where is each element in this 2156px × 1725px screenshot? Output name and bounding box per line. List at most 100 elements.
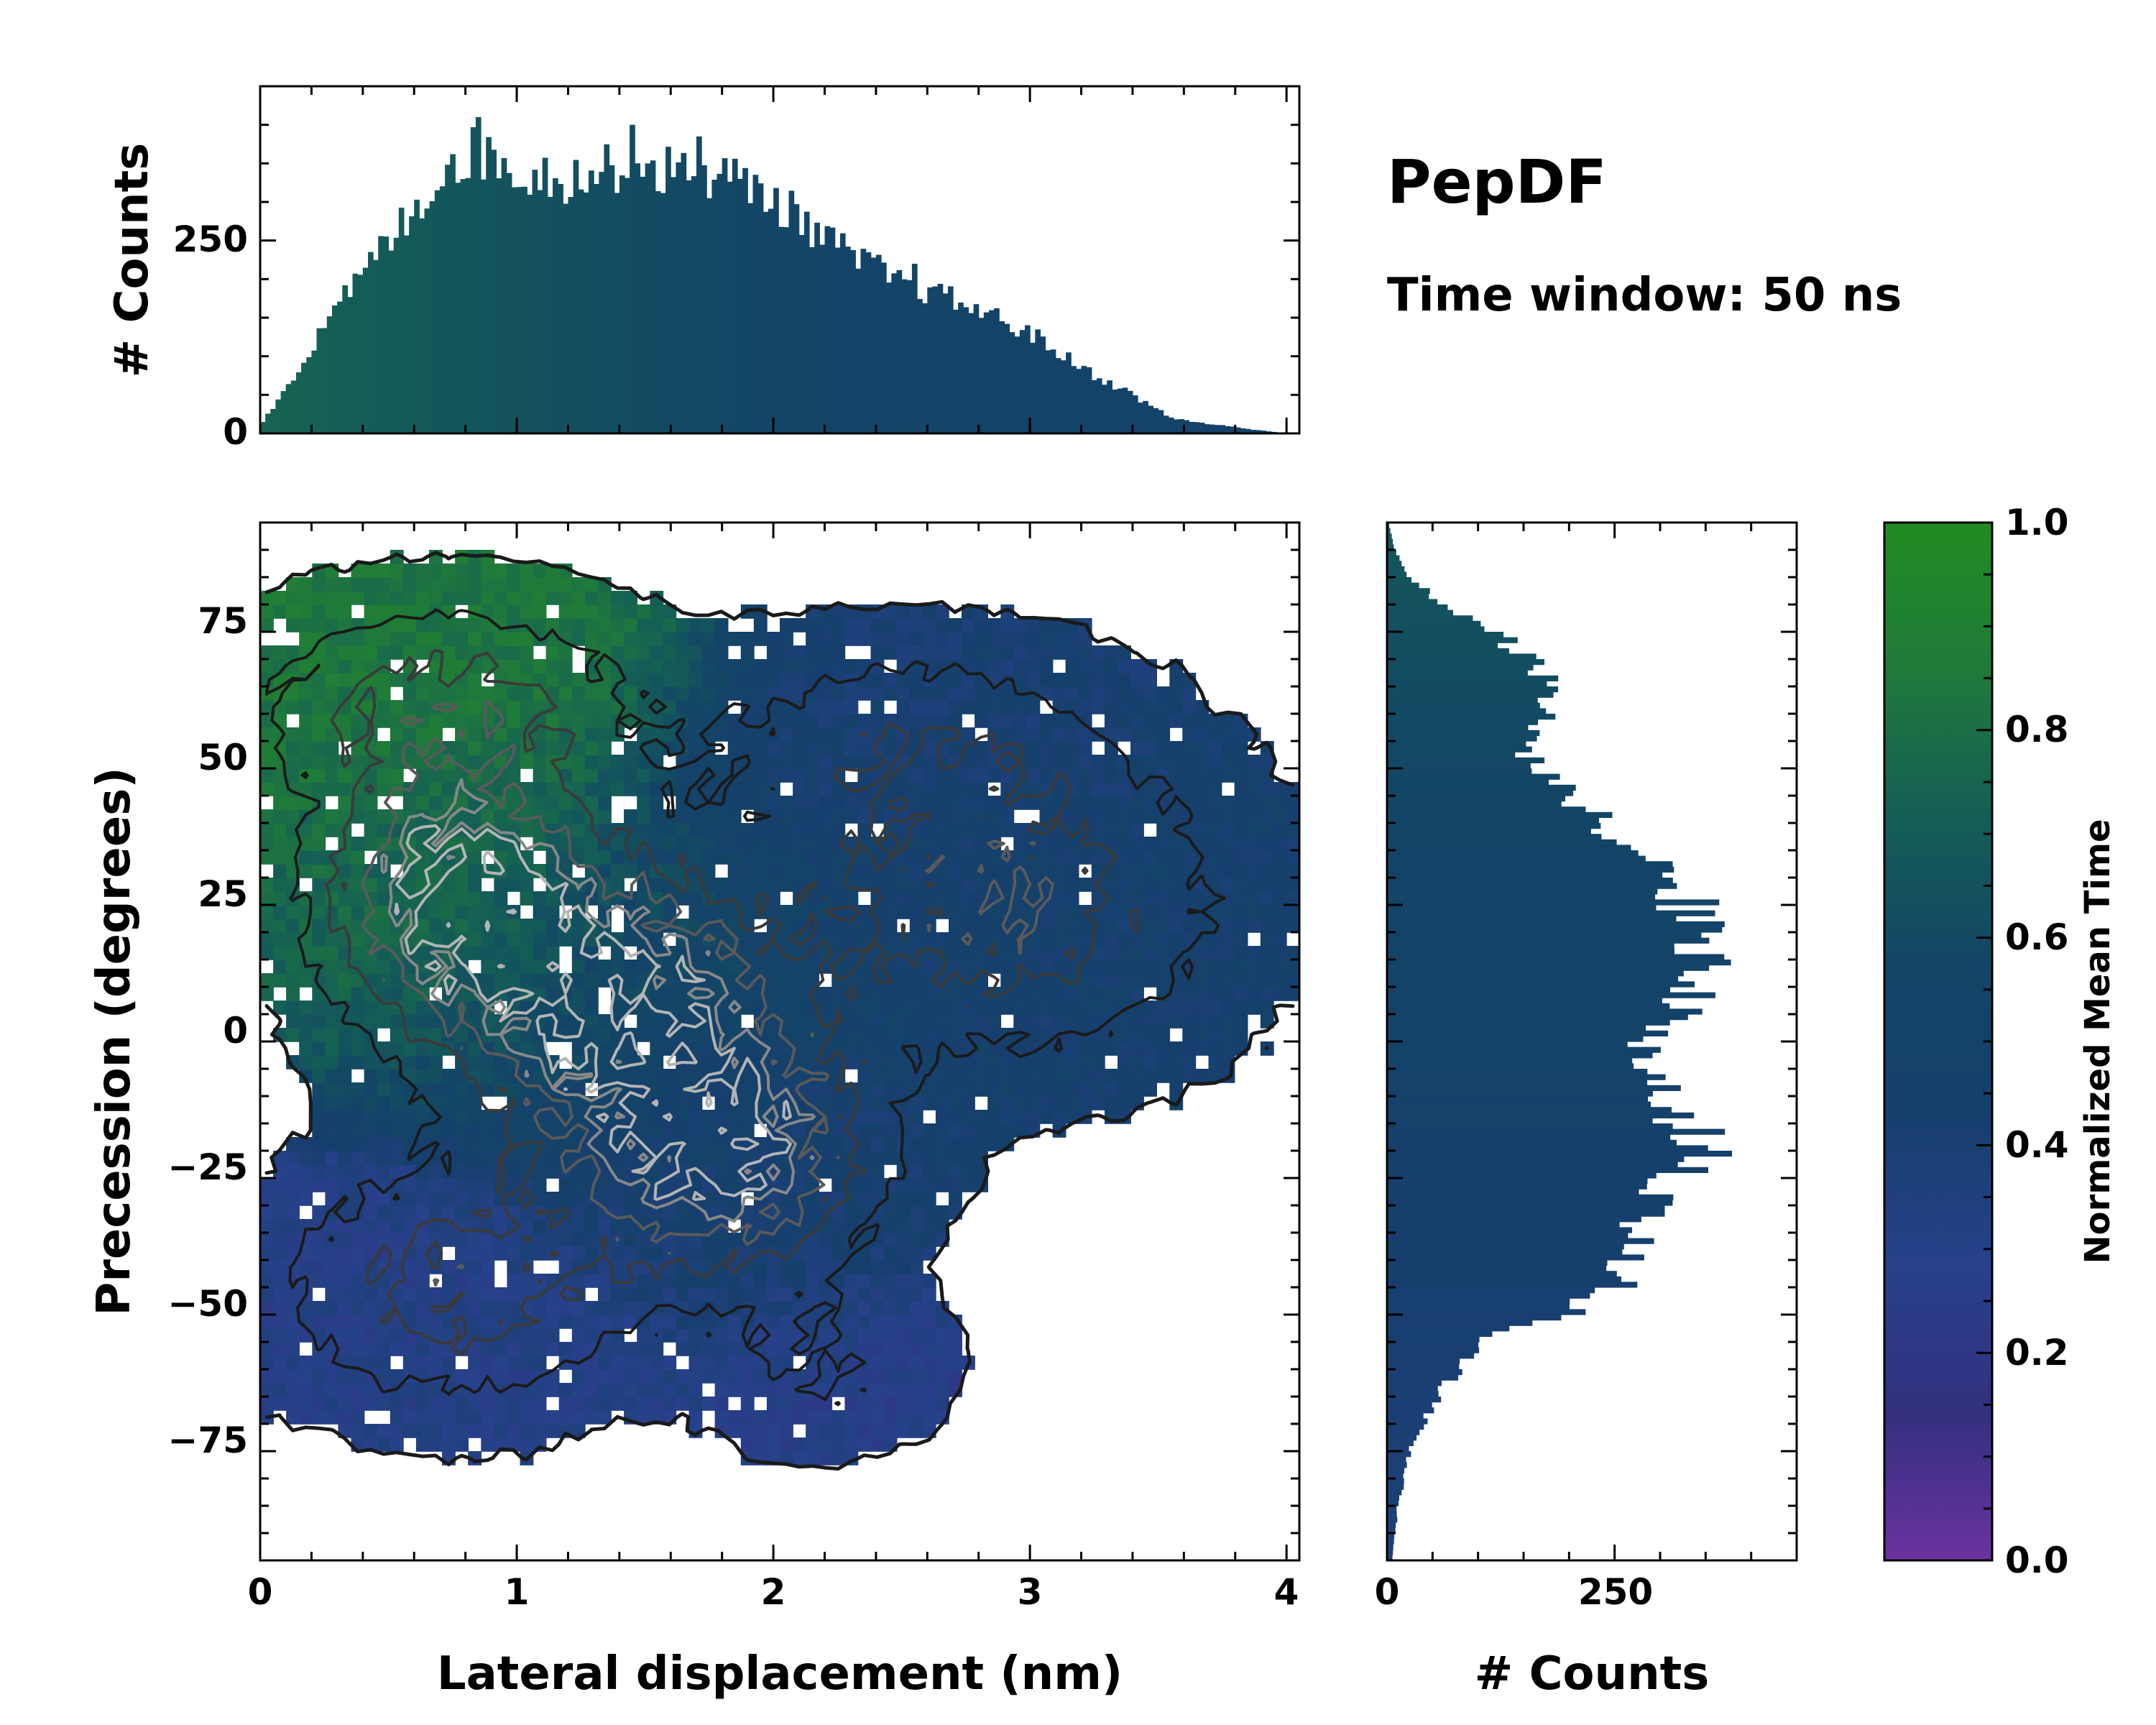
right-histogram-bar: [1387, 702, 1540, 709]
heatmap-cell: [727, 659, 742, 673]
heatmap-cell: [312, 919, 326, 933]
heatmap-cell: [727, 1164, 742, 1179]
heatmap-cell: [1182, 891, 1197, 906]
heatmap-cell: [714, 727, 729, 742]
heatmap-cell: [1052, 932, 1067, 947]
heatmap-cell: [338, 1205, 352, 1220]
heatmap-cell: [831, 1342, 846, 1356]
heatmap-cell: [468, 1164, 482, 1179]
heatmap-cell: [429, 796, 443, 810]
heatmap-cell: [650, 1205, 664, 1220]
heatmap-cell: [260, 1342, 274, 1356]
heatmap-cell: [364, 1110, 378, 1124]
heatmap-cell: [819, 618, 833, 632]
heatmap-cell: [650, 673, 664, 687]
heatmap-cell: [611, 1246, 625, 1261]
heatmap-cell: [545, 1137, 560, 1151]
heatmap-cell: [1118, 686, 1131, 701]
heatmap-cell: [1208, 973, 1222, 988]
heatmap-cell: [481, 1287, 495, 1302]
heatmap-cell: [922, 768, 936, 783]
heatmap-cell: [1286, 946, 1299, 960]
heatmap-cell: [1039, 1014, 1054, 1029]
top-histogram-bar: [845, 247, 851, 433]
heatmap-cell: [325, 768, 339, 783]
heatmap-cell: [442, 1137, 456, 1151]
right-histogram-bar: [1387, 681, 1547, 687]
heatmap-cell: [1208, 1000, 1222, 1015]
heatmap-cell: [1104, 755, 1118, 769]
heatmap-cell: [402, 987, 417, 1001]
heatmap-cell: [870, 1123, 885, 1138]
heatmap-cell: [780, 659, 793, 673]
heatmap-cell: [571, 973, 586, 988]
heatmap-cell: [650, 1123, 664, 1138]
right-histogram-bar: [1387, 615, 1473, 622]
heatmap-cell: [1052, 960, 1067, 974]
heatmap-cell: [1118, 823, 1131, 837]
heatmap-cell: [545, 1410, 560, 1425]
heatmap-cell: [624, 1369, 637, 1384]
heatmap-cell: [390, 1219, 404, 1233]
heatmap-cell: [1104, 645, 1118, 660]
right-histogram-bar: [1387, 653, 1537, 660]
heatmap-cell: [598, 1397, 612, 1411]
top-histogram-bar: [793, 204, 800, 433]
heatmap-cell: [312, 1397, 326, 1411]
heatmap-cell: [883, 1123, 898, 1138]
heatmap-cell: [312, 878, 326, 892]
heatmap-cell: [831, 1260, 846, 1274]
heatmap-cell: [637, 659, 651, 673]
heatmap-cell: [701, 809, 716, 824]
heatmap-cell: [273, 1356, 287, 1370]
heatmap-cell: [1247, 837, 1261, 851]
heatmap-cell: [909, 891, 923, 906]
heatmap-cell: [377, 1328, 391, 1343]
heatmap-cell: [1130, 809, 1144, 824]
heatmap-cell: [701, 1246, 716, 1261]
heatmap-cell: [727, 809, 742, 824]
heatmap-cell: [1118, 1096, 1131, 1110]
heatmap-cell: [545, 1123, 560, 1138]
heatmap-cell: [1208, 768, 1222, 783]
heatmap-cell: [857, 960, 872, 974]
heatmap-cell: [545, 891, 560, 906]
heatmap-cell: [1234, 796, 1248, 810]
heatmap-cell: [533, 604, 547, 619]
heatmap-cell: [299, 973, 313, 988]
heatmap-cell: [949, 932, 962, 947]
heatmap-cell: [962, 987, 975, 1001]
heatmap-cell: [584, 727, 599, 742]
top-histogram-bar: [280, 391, 287, 433]
heatmap-cell: [1078, 878, 1092, 892]
heatmap-cell: [507, 878, 521, 892]
top-histogram-bar: [671, 177, 676, 433]
heatmap-cell: [676, 1383, 690, 1397]
heatmap-cell: [740, 837, 755, 851]
heatmap-cell: [962, 823, 975, 837]
heatmap-cell: [1065, 987, 1079, 1001]
heatmap-cell: [766, 1315, 780, 1329]
heatmap-cell: [844, 1287, 859, 1302]
heatmap-cell: [909, 1301, 923, 1315]
heatmap-cell: [494, 1055, 508, 1070]
heatmap-cell: [1091, 1041, 1105, 1056]
heatmap-cell: [935, 1151, 949, 1165]
heatmap-cell: [338, 1260, 352, 1274]
heatmap-cell: [909, 1164, 923, 1179]
heatmap-cell: [402, 1041, 417, 1056]
heatmap-cell: [312, 946, 326, 960]
heatmap-cell: [806, 1274, 819, 1288]
heatmap-cell: [857, 1315, 872, 1329]
heatmap-cell: [1091, 700, 1105, 714]
heatmap-cell: [390, 1178, 404, 1192]
heatmap-cell: [415, 1260, 430, 1274]
heatmap-cell: [1169, 891, 1184, 906]
top-histogram-bar: [1230, 426, 1236, 433]
heatmap-cell: [663, 1274, 677, 1288]
heatmap-cell: [338, 632, 352, 646]
heatmap-cell: [766, 1041, 780, 1056]
heatmap-cell: [455, 1164, 469, 1179]
heatmap-cell: [598, 1383, 612, 1397]
x-tick-label-3: 3: [1018, 1571, 1043, 1613]
